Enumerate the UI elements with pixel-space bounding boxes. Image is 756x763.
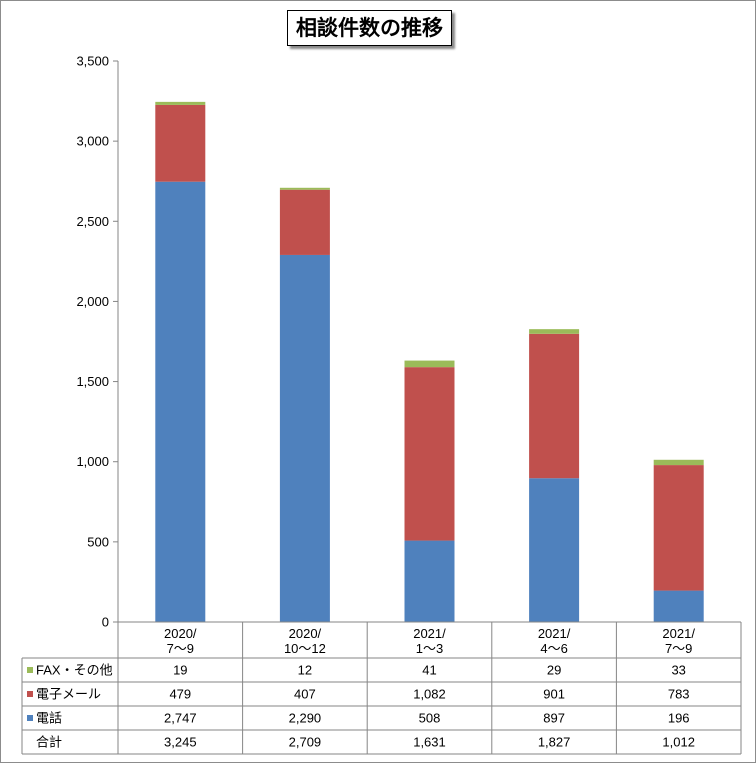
table-cell: 29 [547, 663, 561, 678]
legend-key [27, 715, 33, 721]
table-row-label: 合計 [36, 735, 62, 750]
table-cell: 1,631 [413, 735, 446, 750]
x-tick-label: 1～3 [416, 641, 443, 656]
table-cell: 783 [668, 687, 690, 702]
y-tick-label: 1,000 [76, 454, 109, 469]
table-cell: 407 [294, 687, 316, 702]
x-tick-label: 7～9 [167, 641, 194, 656]
table-cell: 897 [543, 711, 565, 726]
bar-segment [653, 465, 704, 591]
table-cell: 19 [173, 663, 187, 678]
legend-key [27, 691, 33, 697]
bar-segment [279, 189, 330, 255]
table-cell: 1,827 [538, 735, 571, 750]
table-cell: 1,082 [413, 687, 446, 702]
y-tick-label: 3,500 [76, 54, 109, 69]
y-tick-label: 1,500 [76, 374, 109, 389]
table-cell: 33 [671, 663, 685, 678]
x-tick-label: 2021/ [538, 626, 571, 641]
x-tick-label: 10～12 [284, 641, 326, 656]
bar-segment [155, 101, 206, 105]
table-row-label: FAX・その他 [36, 663, 113, 678]
table-cell: 479 [169, 687, 191, 702]
y-tick-label: 2,000 [76, 294, 109, 309]
x-tick-label: 7～9 [665, 641, 692, 656]
table-cell: 2,290 [289, 711, 322, 726]
table-cell: 2,747 [164, 711, 197, 726]
x-tick-label: 4～6 [540, 641, 567, 656]
table-cell: 196 [668, 711, 690, 726]
table-cell: 901 [543, 687, 565, 702]
x-tick-label: 2021/ [413, 626, 446, 641]
chart-title: 相談件数の推移 [287, 10, 452, 46]
table-cell: 12 [298, 663, 312, 678]
y-tick-label: 0 [102, 615, 109, 630]
bar-segment [404, 360, 455, 368]
table-cell: 508 [419, 711, 441, 726]
bar-segment [404, 540, 455, 622]
table-row-label: 電子メール [36, 687, 101, 702]
y-tick-label: 3,000 [76, 134, 109, 149]
table-cell: 2,709 [289, 735, 322, 750]
bar-segment [155, 181, 206, 623]
legend-key [27, 667, 33, 673]
bar-segment [529, 478, 580, 622]
x-tick-label: 2021/ [662, 626, 695, 641]
bar-segment [653, 459, 704, 466]
y-tick-label: 500 [87, 534, 109, 549]
bar-segment [404, 367, 455, 541]
bar-segment [279, 187, 330, 190]
table-cell: 1,012 [662, 735, 695, 750]
bar-segment [529, 329, 580, 334]
bar-segment [279, 254, 330, 622]
table-cell: 41 [422, 663, 436, 678]
table-row-label: 電話 [36, 711, 62, 726]
bar-segment [155, 104, 206, 182]
x-tick-label: 2020/ [164, 626, 197, 641]
table-cell: 3,245 [164, 735, 197, 750]
bar-segment [653, 590, 704, 622]
y-tick-label: 2,500 [76, 214, 109, 229]
bar-segment [529, 333, 580, 479]
x-tick-label: 2020/ [289, 626, 322, 641]
